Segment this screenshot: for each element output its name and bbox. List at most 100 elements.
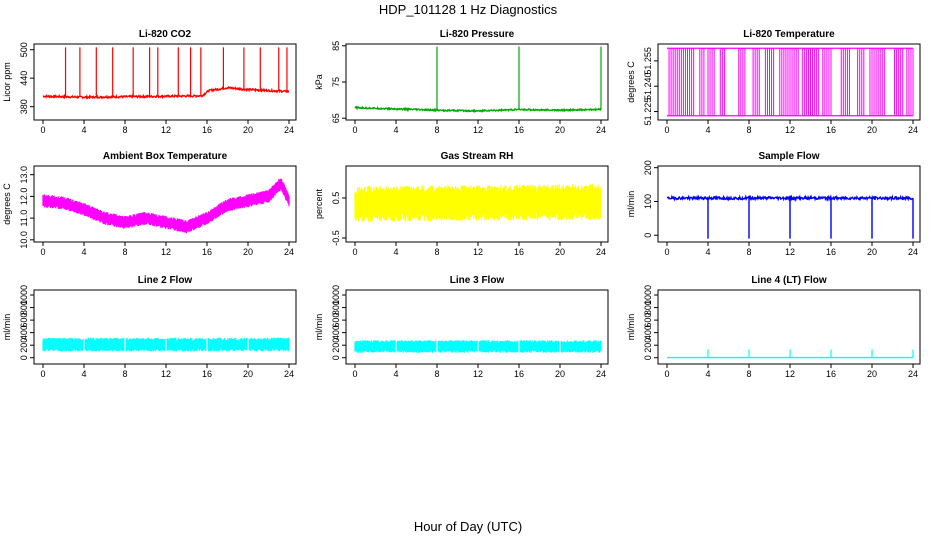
- x-tick-label: 12: [473, 369, 483, 379]
- y-tick-label: 200: [331, 338, 341, 353]
- x-tick-label: 8: [746, 369, 751, 379]
- y-tick-label: 13.0: [19, 166, 29, 184]
- band-trace: [354, 184, 602, 222]
- x-tick-label: 20: [867, 369, 877, 379]
- x-tick-label: 24: [908, 247, 918, 257]
- y-tick-label: -0.5: [331, 230, 341, 246]
- y-tick-label: 600: [643, 313, 653, 328]
- y-tick-label: 500: [19, 42, 29, 57]
- y-tick-label: 200: [19, 338, 29, 353]
- data-series: [354, 291, 602, 363]
- x-tick-label: 16: [202, 247, 212, 257]
- y-tick-label: 0: [19, 355, 29, 360]
- plot-frame: [33, 289, 297, 365]
- x-tick-label: 4: [393, 247, 398, 257]
- panel-3: Ambient Box Temperature degrees C 0 4 8 12 16 2…: [2, 151, 297, 257]
- x-tick-label: 20: [555, 247, 565, 257]
- x-tick-label: 12: [473, 125, 483, 135]
- data-series: [667, 349, 914, 359]
- plot-frame: [33, 165, 297, 243]
- data-series: [42, 47, 290, 100]
- x-tick-label: 8: [434, 125, 439, 135]
- y-tick-label: 440: [19, 71, 29, 86]
- x-tick-label: 20: [243, 369, 253, 379]
- plot-frame: [657, 43, 921, 121]
- panel-2: Li-820 Temperature degrees C 0 4 8 12 16 20 24 51…: [626, 29, 921, 135]
- data-series: [42, 178, 290, 234]
- panel-6: Line 2 Flow ml/min 0 4 8 12 16 20 24 0 20040060080…: [2, 275, 297, 379]
- x-tick-label: 24: [908, 369, 918, 379]
- x-tick-label: 8: [746, 247, 751, 257]
- x-tick-label: 8: [746, 125, 751, 135]
- y-axis-label: ml/min: [626, 314, 636, 341]
- y-tick-label: 380: [19, 99, 29, 114]
- y-axis-label: kPa: [314, 74, 324, 90]
- x-tick-label: 16: [202, 125, 212, 135]
- y-tick-label: 51.255: [643, 47, 653, 75]
- y-tick-label: 800: [331, 300, 341, 315]
- x-tick-label: 16: [826, 369, 836, 379]
- y-tick-label: 1000: [643, 285, 653, 305]
- plot-frame: [33, 43, 297, 121]
- y-tick-label: 600: [331, 313, 341, 328]
- x-tick-label: 4: [393, 125, 398, 135]
- data-series: [42, 291, 290, 363]
- figure-xlabel: Hour of Day (UTC): [414, 519, 522, 534]
- y-tick-label: 400: [331, 325, 341, 340]
- panel-title: Li-820 Temperature: [743, 29, 835, 40]
- x-tick-label: 24: [284, 125, 294, 135]
- series-line: [666, 194, 914, 203]
- x-tick-label: 0: [352, 125, 357, 135]
- x-tick-label: 24: [596, 369, 606, 379]
- x-tick-label: 16: [514, 247, 524, 257]
- x-tick-label: 4: [81, 125, 86, 135]
- x-tick-label: 0: [352, 247, 357, 257]
- panel-title: Line 3 Flow: [450, 275, 505, 286]
- x-tick-label: 12: [161, 369, 171, 379]
- y-tick-label: 51.240: [643, 72, 653, 100]
- y-axis-label: percent: [314, 188, 324, 219]
- panel-title: Line 4 (LT) Flow: [751, 275, 827, 286]
- y-tick-label: 100: [643, 194, 653, 209]
- figure-title: HDP_101128 1 Hz Diagnostics: [379, 2, 558, 17]
- y-tick-label: 11.0: [19, 210, 29, 227]
- series-line: [354, 105, 602, 114]
- y-tick-label: 600: [19, 313, 29, 328]
- x-tick-label: 16: [514, 369, 524, 379]
- plot-frame: [345, 289, 609, 365]
- panel-5: Sample Flow ml/min 0 4 8 12 16 20 24 0 100 200: [626, 151, 921, 257]
- y-tick-label: 0: [643, 233, 653, 238]
- y-tick-label: 400: [643, 325, 653, 340]
- x-tick-label: 24: [908, 125, 918, 135]
- panel-8: Line 4 (LT) Flow ml/min 0 4 8 12 16 20 24 0 200400…: [626, 275, 921, 379]
- y-tick-label: 200: [643, 338, 653, 353]
- x-tick-label: 20: [555, 125, 565, 135]
- x-tick-label: 8: [434, 247, 439, 257]
- y-tick-label: 800: [643, 300, 653, 315]
- panel-title: Gas Stream RH: [441, 151, 514, 162]
- y-tick-label: 12.0: [19, 188, 29, 206]
- x-tick-label: 4: [705, 369, 710, 379]
- plot-frame: [657, 289, 921, 365]
- panel-7: Line 3 Flow ml/min 0 4 8 12 16 20 24 0 20040060080…: [314, 275, 609, 379]
- panel-title: Line 2 Flow: [138, 275, 193, 286]
- x-tick-label: 4: [81, 369, 86, 379]
- data-series: [354, 46, 602, 114]
- x-tick-label: 4: [81, 247, 86, 257]
- x-tick-label: 0: [40, 125, 45, 135]
- x-tick-label: 20: [867, 247, 877, 257]
- panel-0: Li-820 CO2 Licor ppm 0 4 8 12 16 20 24 380 440 500: [2, 29, 297, 135]
- x-tick-label: 20: [867, 125, 877, 135]
- panel-title: Li-820 CO2: [139, 29, 192, 40]
- x-tick-label: 24: [596, 247, 606, 257]
- y-tick-label: 51.225: [643, 98, 653, 126]
- x-tick-label: 0: [40, 247, 45, 257]
- y-tick-label: 200: [643, 160, 653, 175]
- panel-4: Gas Stream RH percent 0 4 8 12 16 20 24 -0.5 0.5: [314, 151, 609, 257]
- x-tick-label: 0: [40, 369, 45, 379]
- y-tick-label: 0.5: [331, 192, 341, 205]
- panel-1: Li-820 Pressure kPa 0 4 8 12 16 20 24 65 75 85: [314, 29, 609, 135]
- x-tick-label: 12: [473, 247, 483, 257]
- y-tick-label: 0: [331, 355, 341, 360]
- x-tick-label: 24: [284, 369, 294, 379]
